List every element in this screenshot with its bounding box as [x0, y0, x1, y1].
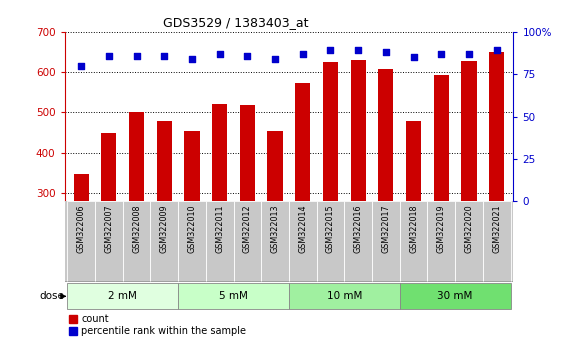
Legend: count, percentile rank within the sample: count, percentile rank within the sample	[70, 314, 246, 336]
Bar	[123, 201, 150, 282]
Text: GSM322018: GSM322018	[409, 204, 418, 253]
Bar	[233, 201, 261, 282]
Text: dose: dose	[39, 291, 64, 301]
Bar	[73, 174, 89, 201]
Text: GDS3529 / 1383403_at: GDS3529 / 1383403_at	[163, 16, 309, 29]
Bar	[455, 201, 483, 282]
Text: GSM322015: GSM322015	[326, 204, 335, 253]
Bar	[372, 201, 400, 282]
Text: GSM322020: GSM322020	[465, 204, 473, 253]
Point	[437, 51, 446, 57]
Bar	[400, 201, 427, 282]
Text: GSM322009: GSM322009	[160, 204, 169, 253]
Text: GSM322007: GSM322007	[104, 204, 113, 253]
Bar	[434, 75, 449, 201]
Text: GSM322019: GSM322019	[437, 204, 446, 253]
Bar	[378, 69, 393, 201]
Point	[270, 56, 279, 62]
Point	[243, 53, 252, 58]
Point	[298, 51, 307, 57]
Point	[465, 51, 473, 57]
Bar	[67, 282, 178, 309]
Point	[187, 56, 196, 62]
Bar	[95, 201, 123, 282]
Point	[353, 48, 362, 53]
Point	[381, 49, 390, 55]
Bar	[489, 52, 504, 201]
Bar	[351, 61, 366, 201]
Bar	[295, 84, 310, 201]
Text: GSM322012: GSM322012	[243, 204, 252, 253]
Bar	[101, 133, 117, 201]
Text: GSM322010: GSM322010	[187, 204, 196, 253]
Text: 5 mM: 5 mM	[219, 291, 248, 301]
Bar	[344, 201, 372, 282]
Point	[104, 53, 113, 58]
Text: GSM322011: GSM322011	[215, 204, 224, 253]
Text: GSM322017: GSM322017	[381, 204, 390, 253]
Text: 30 mM: 30 mM	[438, 291, 473, 301]
Point	[132, 53, 141, 58]
Text: 10 mM: 10 mM	[327, 291, 362, 301]
Text: GSM322016: GSM322016	[353, 204, 362, 253]
Bar	[206, 201, 233, 282]
Bar	[289, 282, 400, 309]
Bar	[461, 61, 477, 201]
Point	[492, 48, 501, 53]
Bar	[289, 201, 316, 282]
Point	[160, 53, 169, 58]
Bar	[323, 63, 338, 201]
Bar	[261, 201, 289, 282]
Bar	[157, 121, 172, 201]
Bar	[316, 201, 344, 282]
Bar	[212, 104, 227, 201]
Bar	[400, 282, 511, 309]
Text: GSM322013: GSM322013	[270, 204, 279, 253]
Point	[215, 51, 224, 57]
Text: GSM322021: GSM322021	[492, 204, 501, 253]
Bar	[406, 121, 421, 201]
Point	[326, 48, 335, 53]
Bar	[178, 282, 289, 309]
Bar	[427, 201, 455, 282]
Bar	[185, 131, 200, 201]
Text: GSM322014: GSM322014	[298, 204, 307, 253]
Point	[409, 55, 418, 60]
Bar	[178, 201, 206, 282]
Text: GSM322008: GSM322008	[132, 204, 141, 253]
Bar	[240, 105, 255, 201]
Bar	[67, 201, 95, 282]
Point	[77, 63, 86, 69]
Bar	[268, 131, 283, 201]
Bar	[129, 112, 144, 201]
Bar	[150, 201, 178, 282]
Text: GSM322006: GSM322006	[77, 204, 86, 253]
Text: 2 mM: 2 mM	[108, 291, 137, 301]
Bar	[483, 201, 511, 282]
